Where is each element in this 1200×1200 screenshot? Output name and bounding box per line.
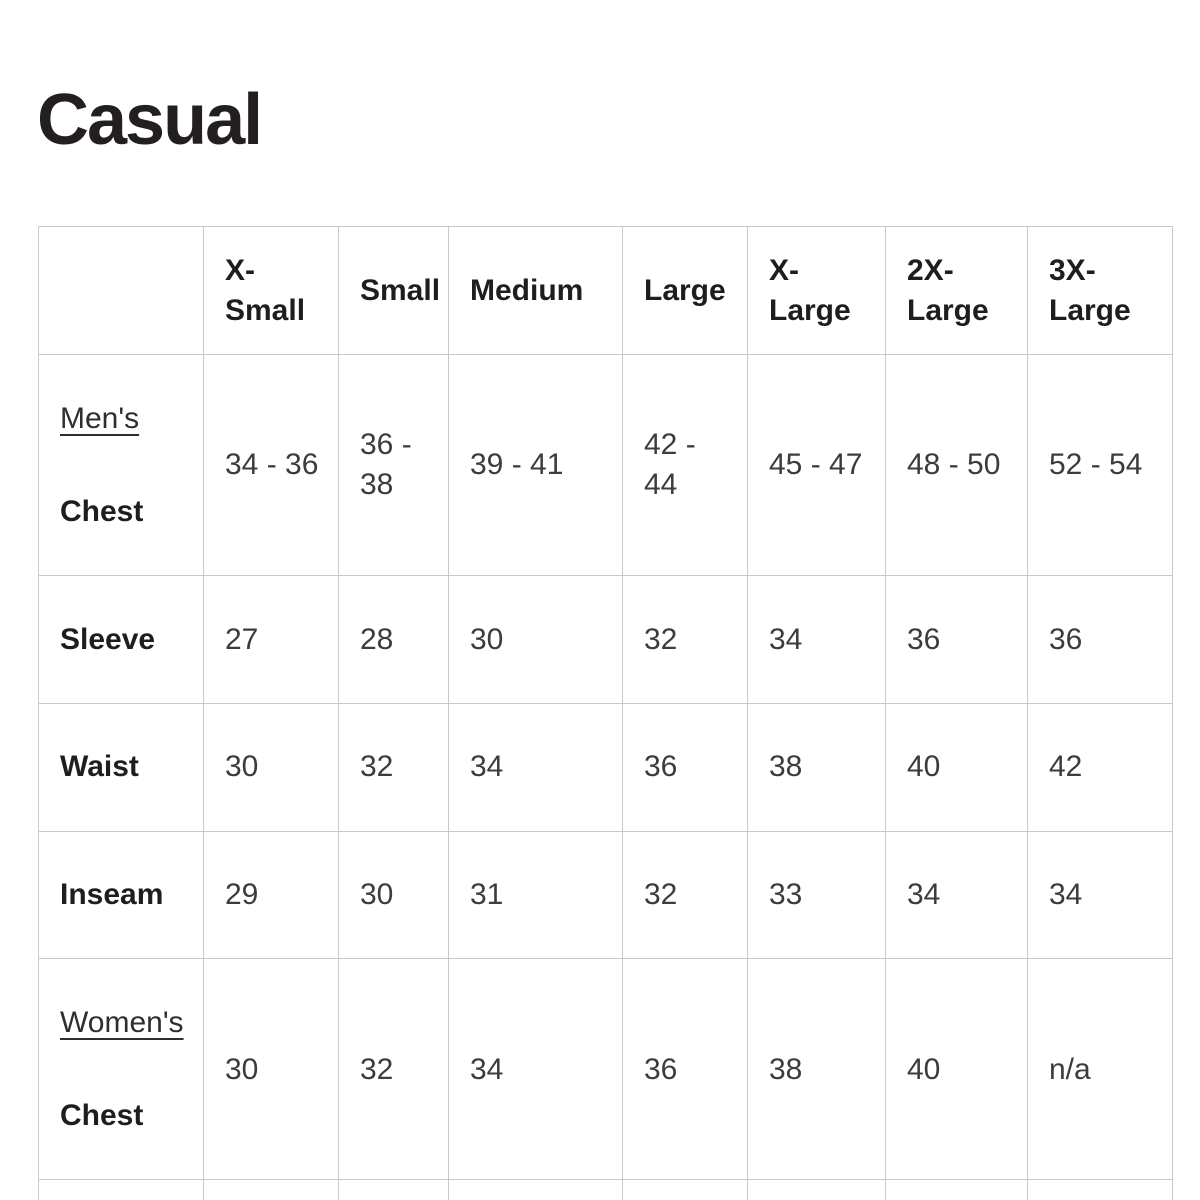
table-cell: 32	[622, 574, 748, 704]
column-header-x-small: X- Small	[203, 226, 339, 355]
table-cell: 36	[885, 574, 1028, 704]
header-corner-cell	[38, 226, 204, 355]
table-cell: 28	[338, 574, 449, 704]
table-cell: 32	[747, 1179, 886, 1200]
table-cell: 34	[1027, 830, 1173, 960]
column-header-medium: Medium	[448, 226, 623, 355]
row-label-inseam-mens: Inseam	[60, 878, 164, 912]
table-row-mens-chest: Men's Chest 34 - 36 36 - 38 39 - 41 42 -…	[38, 354, 1173, 576]
row-header-womens-sleeve: Sleeve	[38, 1179, 204, 1200]
table-cell: 34	[448, 702, 623, 832]
table-cell: 31	[448, 830, 623, 960]
table-row-womens-chest: Women's Chest 30 32 34 36 38 40 n/a	[38, 958, 1173, 1181]
row-label-sleeve-mens: Sleeve	[60, 622, 156, 656]
table-row-mens-inseam: Inseam 29 30 31 32 33 34 34	[38, 830, 1173, 960]
table-row-mens-sleeve: Sleeve 27 28 30 32 34 36 36	[38, 574, 1173, 704]
table-cell: 40	[885, 958, 1028, 1181]
table-cell: 36	[1027, 574, 1173, 704]
table-cell: 30	[622, 1179, 748, 1200]
table-row-mens-waist: Waist 30 32 34 36 38 40 42	[38, 702, 1173, 832]
table-cell: 32	[622, 830, 748, 960]
table-cell: 32	[338, 958, 449, 1181]
table-cell: 32	[338, 702, 449, 832]
row-header-mens-inseam: Inseam	[38, 830, 204, 960]
table-cell: 34 - 36	[203, 354, 339, 576]
row-header-mens-waist: Waist	[38, 702, 204, 832]
column-header-2x-large: 2X- Large	[885, 226, 1028, 355]
group-label-womens: Women's	[60, 1005, 184, 1039]
table-cell: 28	[448, 1179, 623, 1200]
table-cell: 30	[203, 958, 339, 1181]
table-cell: 34	[448, 958, 623, 1181]
column-header-3x-large: 3X- Large	[1027, 226, 1173, 355]
row-label-chest-womens: Chest	[60, 1099, 144, 1133]
table-cell: 39 - 41	[448, 354, 623, 576]
table-cell: 34	[747, 574, 886, 704]
table-cell: 36	[622, 702, 748, 832]
page-title: Casual	[37, 80, 263, 160]
row-label-waist-mens: Waist	[60, 750, 139, 784]
table-cell: 52 - 54	[1027, 354, 1173, 576]
table-row-womens-sleeve: Sleeve 24 26 28 30 32 34 n/a	[38, 1179, 1173, 1200]
row-header-mens-chest: Men's Chest	[38, 354, 204, 576]
table-cell: n/a	[1027, 958, 1173, 1181]
column-header-large: Large	[622, 226, 748, 355]
group-label-mens: Men's	[60, 401, 140, 435]
table-cell: 30	[448, 574, 623, 704]
table-cell: 34	[885, 830, 1028, 960]
table-cell: 42 - 44	[622, 354, 748, 576]
row-header-womens-chest: Women's Chest	[38, 958, 204, 1181]
table-cell: 38	[747, 958, 886, 1181]
table-cell: 24	[203, 1179, 339, 1200]
table-cell: 36	[622, 958, 748, 1181]
table-cell: 33	[747, 830, 886, 960]
table-cell: 30	[203, 702, 339, 832]
table-cell: 26	[338, 1179, 449, 1200]
table-cell: 40	[885, 702, 1028, 832]
header-row: X- Small Small Medium Large X- Large 2X-…	[38, 226, 1173, 355]
table-cell: n/a	[1027, 1179, 1173, 1200]
column-header-x-large: X- Large	[747, 226, 886, 355]
table-cell: 42	[1027, 702, 1173, 832]
table-cell: 34	[885, 1179, 1028, 1200]
table-cell: 38	[747, 702, 886, 832]
column-header-small: Small	[338, 226, 449, 355]
table-cell: 29	[203, 830, 339, 960]
table-cell: 30	[338, 830, 449, 960]
table-cell: 48 - 50	[885, 354, 1028, 576]
row-header-mens-sleeve: Sleeve	[38, 574, 204, 704]
row-label-chest-mens: Chest	[60, 494, 144, 528]
table-cell: 36 - 38	[338, 354, 449, 576]
table-cell: 27	[203, 574, 339, 704]
table-cell: 45 - 47	[747, 354, 886, 576]
size-chart-table: X- Small Small Medium Large X- Large 2X-…	[38, 226, 1173, 1200]
